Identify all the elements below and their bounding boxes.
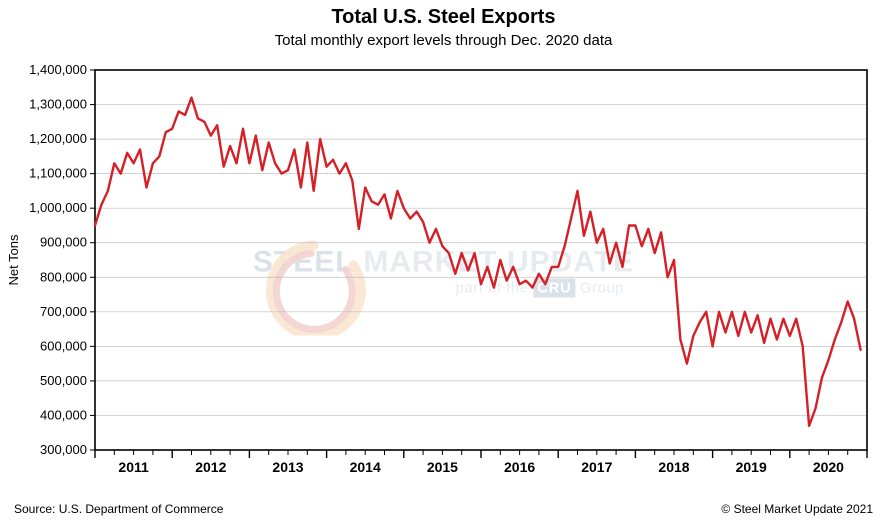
svg-text:2015: 2015: [427, 459, 458, 475]
svg-text:1,100,000: 1,100,000: [29, 166, 87, 181]
chart-container: Total U.S. Steel Exports Total monthly e…: [0, 0, 887, 522]
svg-text:500,000: 500,000: [40, 373, 87, 388]
svg-text:800,000: 800,000: [40, 269, 87, 284]
svg-text:2020: 2020: [813, 459, 844, 475]
svg-text:1,400,000: 1,400,000: [29, 62, 87, 77]
svg-text:2019: 2019: [736, 459, 767, 475]
svg-text:2018: 2018: [658, 459, 689, 475]
svg-text:2011: 2011: [118, 459, 149, 475]
svg-text:600,000: 600,000: [40, 338, 87, 353]
svg-text:1,300,000: 1,300,000: [29, 97, 87, 112]
svg-text:1,000,000: 1,000,000: [29, 200, 87, 215]
footnote-copyright: © Steel Market Update 2021: [721, 502, 873, 516]
svg-text:2014: 2014: [350, 459, 381, 475]
svg-text:2017: 2017: [581, 459, 612, 475]
svg-text:2013: 2013: [272, 459, 303, 475]
svg-text:2016: 2016: [504, 459, 535, 475]
svg-text:2012: 2012: [195, 459, 226, 475]
svg-text:1,200,000: 1,200,000: [29, 131, 87, 146]
svg-text:900,000: 900,000: [40, 235, 87, 250]
svg-text:700,000: 700,000: [40, 304, 87, 319]
svg-text:400,000: 400,000: [40, 407, 87, 422]
chart-subtitle: Total monthly export levels through Dec.…: [0, 32, 887, 49]
chart-title: Total U.S. Steel Exports: [0, 6, 887, 29]
line-chart: 300,000 400,000 500,000 600,000 700,000 800,0…: [0, 55, 887, 485]
svg-text:Net Tons: Net Tons: [6, 234, 21, 286]
svg-text:300,000: 300,000: [40, 442, 87, 457]
footnote-source: Source: U.S. Department of Commerce: [14, 502, 223, 516]
